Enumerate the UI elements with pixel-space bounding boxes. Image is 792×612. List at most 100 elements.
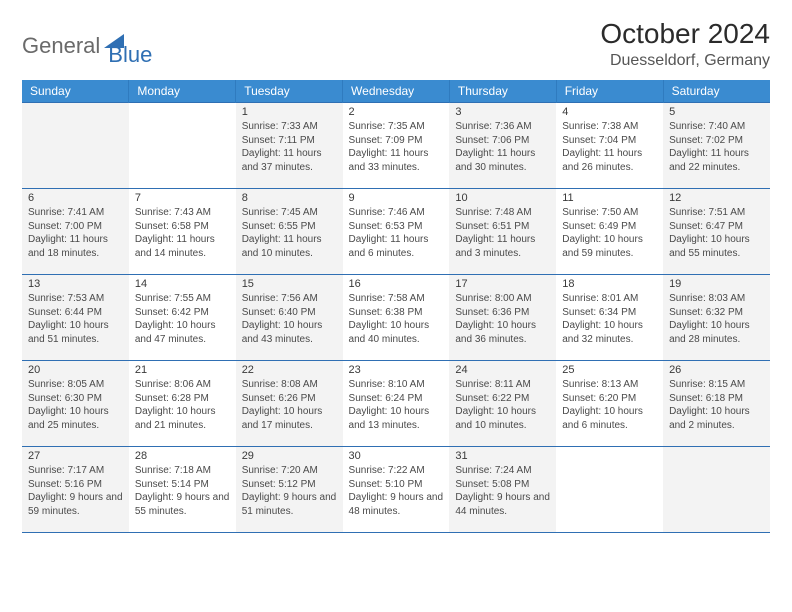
day-number: 27 xyxy=(28,450,123,462)
calendar-day-cell: 14Sunrise: 7:55 AMSunset: 6:42 PMDayligh… xyxy=(129,275,236,361)
daylight-text: Daylight: 9 hours and 44 minutes. xyxy=(455,491,550,518)
day-number: 8 xyxy=(242,192,337,204)
day-info: Sunrise: 8:08 AMSunset: 6:26 PMDaylight:… xyxy=(242,378,337,432)
day-info: Sunrise: 7:41 AMSunset: 7:00 PMDaylight:… xyxy=(28,206,123,260)
sunrise-text: Sunrise: 7:51 AM xyxy=(669,206,764,220)
sunset-text: Sunset: 6:20 PM xyxy=(562,392,657,406)
day-number: 12 xyxy=(669,192,764,204)
calendar-day-cell xyxy=(556,447,663,533)
daylight-text: Daylight: 10 hours and 2 minutes. xyxy=(669,405,764,432)
day-info: Sunrise: 8:11 AMSunset: 6:22 PMDaylight:… xyxy=(455,378,550,432)
dayname-header: Wednesday xyxy=(343,80,450,103)
dayname-header: Sunday xyxy=(22,80,129,103)
sunrise-text: Sunrise: 7:58 AM xyxy=(349,292,444,306)
calendar-day-cell: 30Sunrise: 7:22 AMSunset: 5:10 PMDayligh… xyxy=(343,447,450,533)
sunset-text: Sunset: 5:10 PM xyxy=(349,478,444,492)
day-number: 22 xyxy=(242,364,337,376)
day-info: Sunrise: 7:40 AMSunset: 7:02 PMDaylight:… xyxy=(669,120,764,174)
calendar-day-cell: 15Sunrise: 7:56 AMSunset: 6:40 PMDayligh… xyxy=(236,275,343,361)
day-number: 11 xyxy=(562,192,657,204)
day-number: 7 xyxy=(135,192,230,204)
header: General Blue October 2024 Duesseldorf, G… xyxy=(22,18,770,70)
day-info: Sunrise: 7:36 AMSunset: 7:06 PMDaylight:… xyxy=(455,120,550,174)
sunrise-text: Sunrise: 7:20 AM xyxy=(242,464,337,478)
sunrise-text: Sunrise: 8:06 AM xyxy=(135,378,230,392)
calendar-day-cell: 26Sunrise: 8:15 AMSunset: 6:18 PMDayligh… xyxy=(663,361,770,447)
calendar-day-cell: 18Sunrise: 8:01 AMSunset: 6:34 PMDayligh… xyxy=(556,275,663,361)
sunrise-text: Sunrise: 7:40 AM xyxy=(669,120,764,134)
day-number: 4 xyxy=(562,106,657,118)
day-info: Sunrise: 7:38 AMSunset: 7:04 PMDaylight:… xyxy=(562,120,657,174)
dayname-header: Monday xyxy=(129,80,236,103)
sunset-text: Sunset: 6:36 PM xyxy=(455,306,550,320)
calendar-week-row: 1Sunrise: 7:33 AMSunset: 7:11 PMDaylight… xyxy=(22,103,770,189)
sunrise-text: Sunrise: 7:33 AM xyxy=(242,120,337,134)
sunrise-text: Sunrise: 7:56 AM xyxy=(242,292,337,306)
day-number: 14 xyxy=(135,278,230,290)
day-info: Sunrise: 7:18 AMSunset: 5:14 PMDaylight:… xyxy=(135,464,230,518)
calendar-day-cell: 2Sunrise: 7:35 AMSunset: 7:09 PMDaylight… xyxy=(343,103,450,189)
daylight-text: Daylight: 10 hours and 59 minutes. xyxy=(562,233,657,260)
sunset-text: Sunset: 6:40 PM xyxy=(242,306,337,320)
daylight-text: Daylight: 11 hours and 10 minutes. xyxy=(242,233,337,260)
sunset-text: Sunset: 5:14 PM xyxy=(135,478,230,492)
sunset-text: Sunset: 7:09 PM xyxy=(349,134,444,148)
daylight-text: Daylight: 10 hours and 51 minutes. xyxy=(28,319,123,346)
sunset-text: Sunset: 6:51 PM xyxy=(455,220,550,234)
sunset-text: Sunset: 6:53 PM xyxy=(349,220,444,234)
sunrise-text: Sunrise: 8:01 AM xyxy=(562,292,657,306)
day-number: 26 xyxy=(669,364,764,376)
calendar-day-cell: 4 Sunrise: 7:38 AMSunset: 7:04 PMDaylight… xyxy=(556,103,663,189)
calendar-day-cell: 20Sunrise: 8:05 AMSunset: 6:30 PMDayligh… xyxy=(22,361,129,447)
calendar-day-cell: 31Sunrise: 7:24 AMSunset: 5:08 PMDayligh… xyxy=(449,447,556,533)
calendar-day-cell xyxy=(22,103,129,189)
sunset-text: Sunset: 7:06 PM xyxy=(455,134,550,148)
day-number: 17 xyxy=(455,278,550,290)
sunrise-text: Sunrise: 7:50 AM xyxy=(562,206,657,220)
sunset-text: Sunset: 6:47 PM xyxy=(669,220,764,234)
day-info: Sunrise: 7:46 AMSunset: 6:53 PMDaylight:… xyxy=(349,206,444,260)
day-number: 29 xyxy=(242,450,337,462)
calendar-day-cell: 11 Sunrise: 7:50 AMSunset: 6:49 PMDayligh… xyxy=(556,189,663,275)
sunset-text: Sunset: 7:04 PM xyxy=(562,134,657,148)
day-number: 24 xyxy=(455,364,550,376)
sunset-text: Sunset: 7:02 PM xyxy=(669,134,764,148)
daylight-text: Daylight: 10 hours and 47 minutes. xyxy=(135,319,230,346)
calendar-day-cell xyxy=(129,103,236,189)
calendar-week-row: 6Sunrise: 7:41 AMSunset: 7:00 PMDaylight… xyxy=(22,189,770,275)
sunrise-text: Sunrise: 8:10 AM xyxy=(349,378,444,392)
day-number: 16 xyxy=(349,278,444,290)
day-info: Sunrise: 7:20 AMSunset: 5:12 PMDaylight:… xyxy=(242,464,337,518)
day-info: Sunrise: 7:53 AMSunset: 6:44 PMDaylight:… xyxy=(28,292,123,346)
day-number: 15 xyxy=(242,278,337,290)
sunset-text: Sunset: 6:49 PM xyxy=(562,220,657,234)
sunrise-text: Sunrise: 7:36 AM xyxy=(455,120,550,134)
day-info: Sunrise: 8:01 AMSunset: 6:34 PMDaylight:… xyxy=(562,292,657,346)
sunrise-text: Sunrise: 8:13 AM xyxy=(562,378,657,392)
daylight-text: Daylight: 9 hours and 48 minutes. xyxy=(349,491,444,518)
calendar-page: General Blue October 2024 Duesseldorf, G… xyxy=(0,0,792,533)
dayname-header: Friday xyxy=(556,80,663,103)
day-number: 23 xyxy=(349,364,444,376)
day-info: Sunrise: 7:50 AMSunset: 6:49 PMDaylight:… xyxy=(562,206,657,260)
calendar-day-cell: 1Sunrise: 7:33 AMSunset: 7:11 PMDaylight… xyxy=(236,103,343,189)
sunrise-text: Sunrise: 7:46 AM xyxy=(349,206,444,220)
daylight-text: Daylight: 10 hours and 32 minutes. xyxy=(562,319,657,346)
sunrise-text: Sunrise: 7:38 AM xyxy=(562,120,657,134)
daylight-text: Daylight: 11 hours and 3 minutes. xyxy=(455,233,550,260)
sunrise-text: Sunrise: 7:55 AM xyxy=(135,292,230,306)
calendar-day-cell: 29 Sunrise: 7:20 AMSunset: 5:12 PMDayligh… xyxy=(236,447,343,533)
calendar-day-cell: 25Sunrise: 8:13 AMSunset: 6:20 PMDayligh… xyxy=(556,361,663,447)
dayname-header: Saturday xyxy=(663,80,770,103)
calendar-day-cell: 13Sunrise: 7:53 AMSunset: 6:44 PMDayligh… xyxy=(22,275,129,361)
day-info: Sunrise: 7:45 AMSunset: 6:55 PMDaylight:… xyxy=(242,206,337,260)
calendar-table: SundayMondayTuesdayWednesdayThursdayFrid… xyxy=(22,80,770,533)
day-info: Sunrise: 7:48 AMSunset: 6:51 PMDaylight:… xyxy=(455,206,550,260)
sunrise-text: Sunrise: 8:03 AM xyxy=(669,292,764,306)
day-number: 5 xyxy=(669,106,764,118)
calendar-body: 1Sunrise: 7:33 AMSunset: 7:11 PMDaylight… xyxy=(22,103,770,533)
day-info: Sunrise: 8:06 AMSunset: 6:28 PMDaylight:… xyxy=(135,378,230,432)
calendar-day-cell: 22 Sunrise: 8:08 AMSunset: 6:26 PMDayligh… xyxy=(236,361,343,447)
sunset-text: Sunset: 6:24 PM xyxy=(349,392,444,406)
daylight-text: Daylight: 11 hours and 14 minutes. xyxy=(135,233,230,260)
